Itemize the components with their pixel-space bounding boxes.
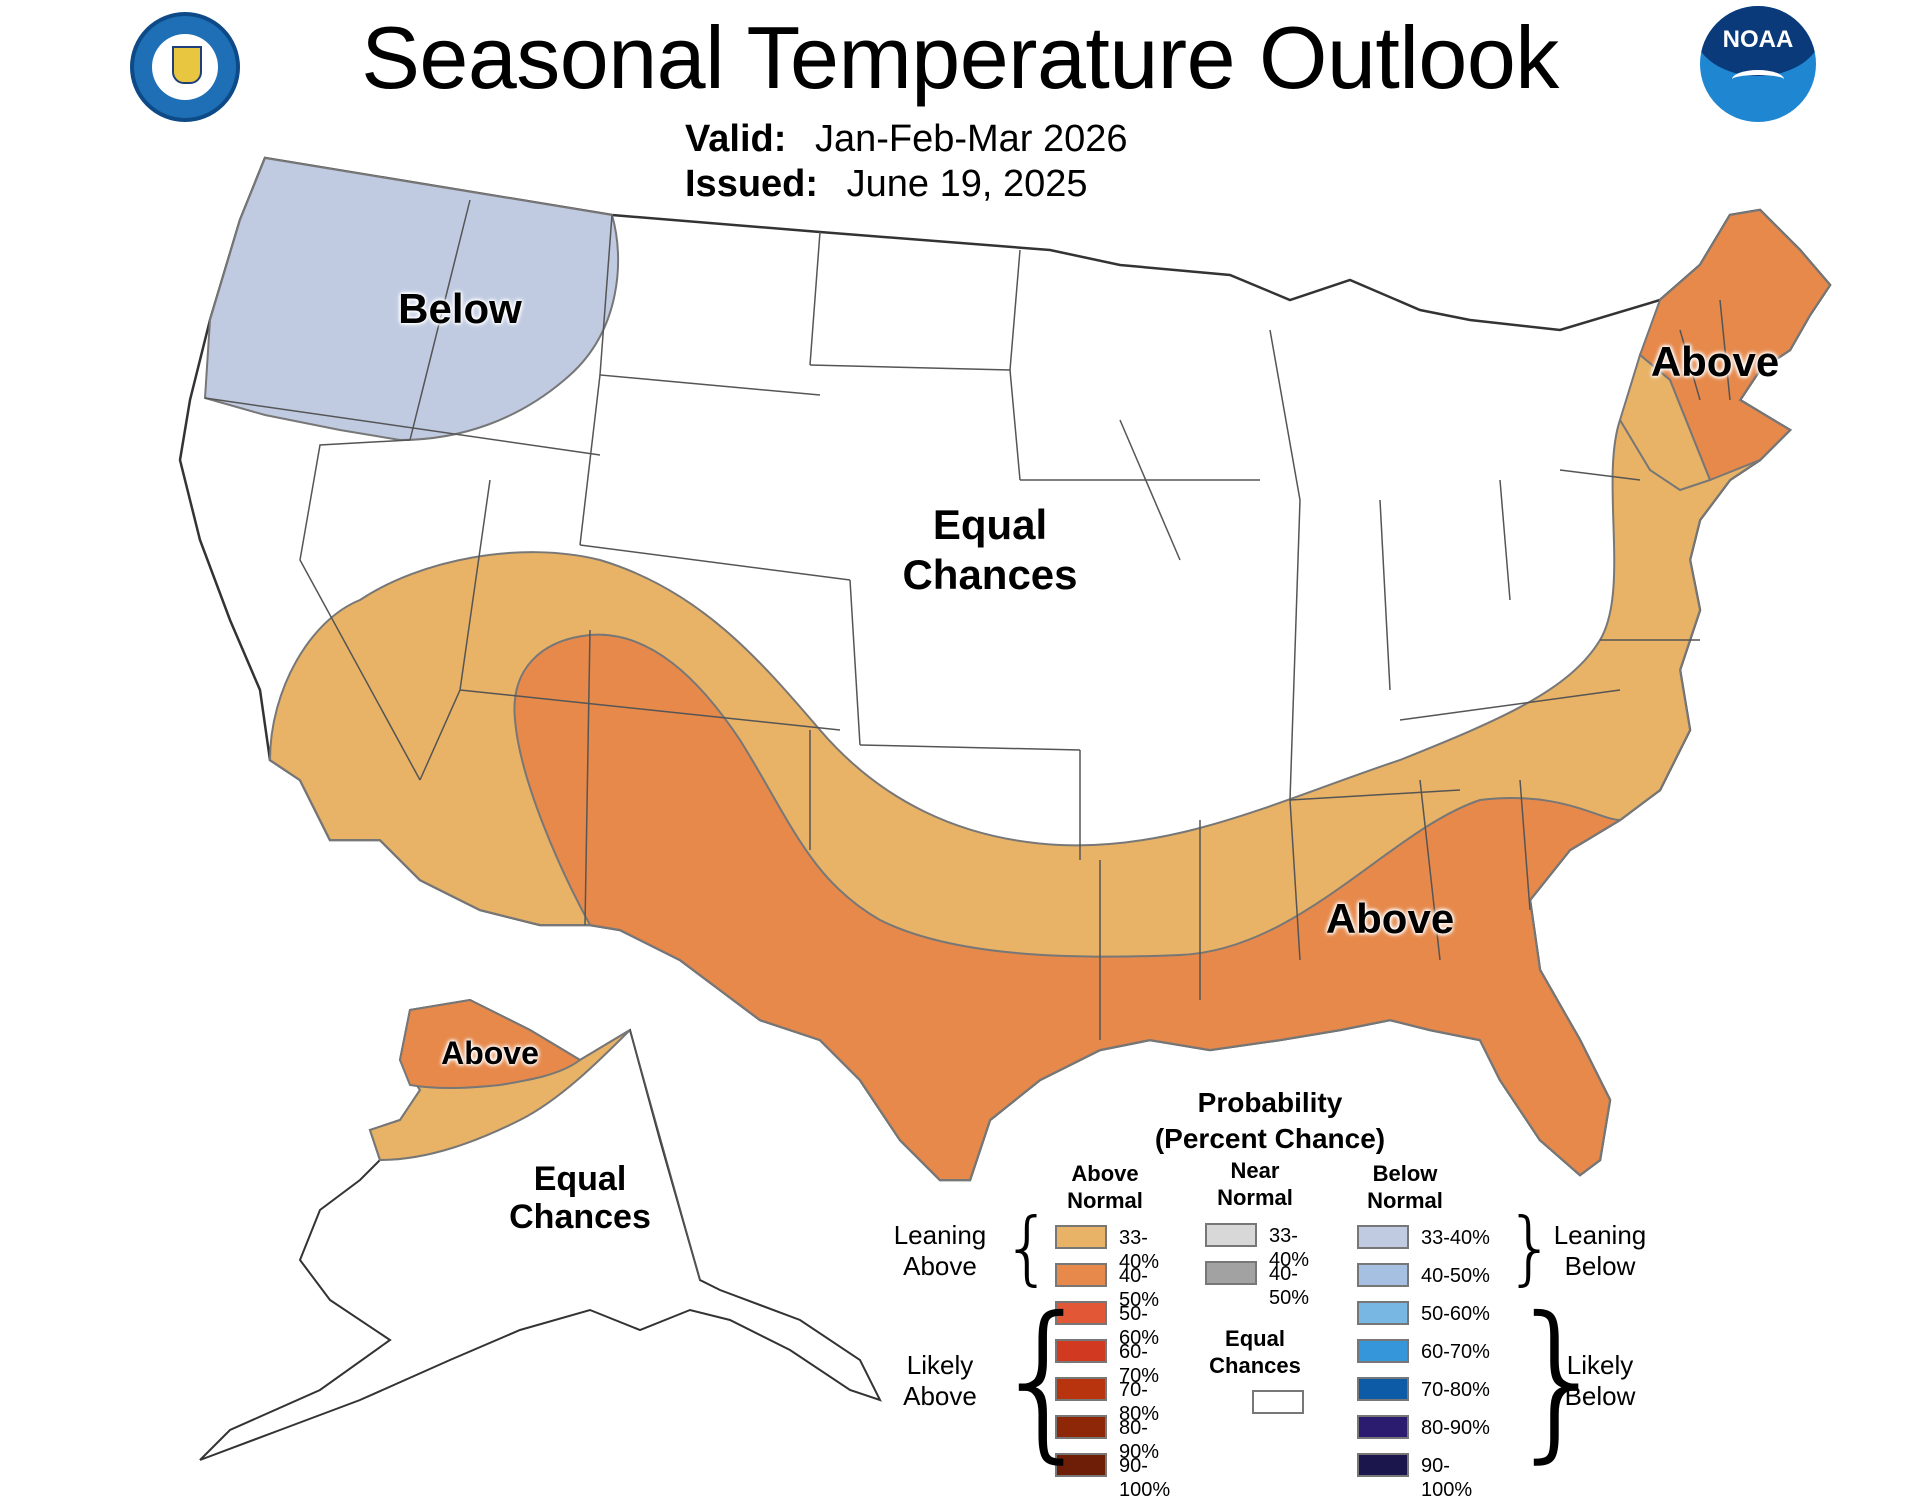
- pct-above-50-60: 50-60%: [1119, 1303, 1160, 1349]
- side-likely-below-line1: Likely: [1566, 1350, 1634, 1380]
- pct-below-70-80: 70-80%: [1421, 1379, 1490, 1401]
- swatch-above-40-50: [1055, 1263, 1107, 1287]
- noaa-logo-text: NOAA: [1722, 26, 1794, 53]
- swatch-above-60-70: [1055, 1339, 1107, 1363]
- swatch-below-90-100: [1357, 1453, 1409, 1477]
- pct-below-40-50: 40-50%: [1421, 1265, 1490, 1287]
- swatch-above-33-40: [1055, 1225, 1107, 1249]
- issued-label: Issued:: [685, 163, 819, 205]
- brace-likely-below: }: [1505, 1281, 1614, 1479]
- valid-row: Valid: Jan-Feb-Mar 2026: [685, 117, 1128, 161]
- above-lean-region-northeast: [1618, 353, 1712, 492]
- pct-above-80-90: 80-90%: [1119, 1417, 1160, 1463]
- side-likely-above: Likely Above: [880, 1350, 1000, 1412]
- legend-col-above-line1: Above: [1071, 1161, 1139, 1186]
- pct-below-60-70: 60-70%: [1421, 1341, 1490, 1363]
- brace-leaning-above: {: [1002, 1201, 1053, 1294]
- legend-equal-chances-line1: Equal: [1225, 1326, 1285, 1351]
- issued-value: June 19, 2025: [846, 163, 1088, 205]
- legend-equal-chances: Equal Chances: [1200, 1325, 1310, 1379]
- legend-col-near-line2: Normal: [1217, 1185, 1293, 1210]
- swatch-below-33-40: [1357, 1225, 1409, 1249]
- swatch-above-90-100: [1055, 1453, 1107, 1477]
- legend-col-below-line1: Below: [1372, 1161, 1438, 1186]
- legend-above-swatches: 33-40% 40-50% 50-60% 60-70% 70-80% 80-90…: [1055, 1225, 1185, 1501]
- side-leaning-below-line1: Leaning: [1553, 1220, 1647, 1250]
- brace-leaning-below: }: [1505, 1201, 1556, 1294]
- side-leaning-above-line2: Above: [903, 1251, 977, 1281]
- pct-near-40-50: 40-50%: [1269, 1263, 1310, 1309]
- department-of-commerce-seal: [130, 12, 240, 122]
- swatch-below-40-50: [1357, 1263, 1409, 1287]
- pct-above-60-70: 60-70%: [1119, 1341, 1160, 1387]
- pct-near-33-40: 33-40%: [1269, 1225, 1310, 1271]
- above-likely-region-south: [513, 633, 1624, 1181]
- pct-above-33-40: 33-40%: [1119, 1227, 1160, 1273]
- side-likely-below-line2: Below: [1564, 1381, 1636, 1411]
- label-above-northeast: Above: [1650, 338, 1780, 385]
- swatch-below-50-60: [1357, 1301, 1409, 1325]
- swatch-below-60-70: [1357, 1339, 1409, 1363]
- label-above-southeast: Above: [1325, 895, 1455, 942]
- pct-above-90-100: 90-100%: [1119, 1455, 1171, 1501]
- swatch-near-33-40: [1205, 1223, 1257, 1247]
- pct-below-33-40: 33-40%: [1421, 1227, 1490, 1249]
- pct-below-80-90: 80-90%: [1421, 1417, 1490, 1439]
- swatch-equal-chances: [1252, 1390, 1304, 1414]
- label-equal-chances-alaska: Equal Chances: [490, 1160, 670, 1236]
- legend-col-above-line2: Normal: [1067, 1188, 1143, 1213]
- side-likely-above-line1: Likely: [906, 1350, 974, 1380]
- swatch-near-40-50: [1205, 1261, 1257, 1285]
- seagull-icon: [1732, 70, 1784, 89]
- legend-below-swatches: 33-40% 40-50% 50-60% 60-70% 70-80% 80-90…: [1357, 1225, 1497, 1501]
- label-equal-chances-central-line2: Chances: [902, 551, 1078, 598]
- label-equal-chances-alaska-line2: Chances: [509, 1198, 651, 1236]
- side-leaning-above: Leaning Above: [880, 1220, 1000, 1282]
- noaa-logo: NOAA: [1700, 6, 1816, 122]
- alaska-above-likely: [398, 998, 582, 1090]
- legend-col-near: Near Normal: [1200, 1157, 1310, 1211]
- side-leaning-above-line1: Leaning: [893, 1220, 987, 1250]
- legend-equal-chances-line2: Chances: [1209, 1353, 1301, 1378]
- label-below-northwest: Below: [398, 285, 522, 332]
- swatch-above-50-60: [1055, 1301, 1107, 1325]
- eagle-shield-icon: [172, 46, 202, 84]
- legend-col-below: Below Normal: [1350, 1160, 1460, 1214]
- legend-title-line2: (Percent Chance): [1154, 1123, 1386, 1154]
- side-likely-above-line2: Above: [903, 1381, 977, 1411]
- swatch-below-70-80: [1357, 1377, 1409, 1401]
- label-equal-chances-central-line1: Equal: [932, 501, 1048, 548]
- legend-near-swatches: 33-40% 40-50%: [1205, 1223, 1335, 1309]
- side-likely-below: Likely Below: [1540, 1350, 1660, 1412]
- legend: Probability (Percent Chance) Above Norma…: [880, 1085, 1647, 1501]
- issued-row: Issued: June 19, 2025: [685, 162, 1088, 206]
- pct-above-70-80: 70-80%: [1119, 1379, 1160, 1425]
- legend-col-near-line1: Near: [1230, 1158, 1280, 1183]
- swatch-above-70-80: [1055, 1377, 1107, 1401]
- swatch-below-80-90: [1357, 1415, 1409, 1439]
- legend-title: Probability (Percent Chance): [1130, 1085, 1410, 1157]
- legend-col-below-line2: Normal: [1367, 1188, 1443, 1213]
- pct-above-40-50: 40-50%: [1119, 1265, 1160, 1311]
- state-lines: [204, 199, 1731, 1040]
- swatch-above-80-90: [1055, 1415, 1107, 1439]
- alaska-border: [629, 1029, 701, 1281]
- valid-value: Jan-Feb-Mar 2026: [814, 118, 1128, 160]
- label-equal-chances-alaska-line1: Equal: [533, 1160, 627, 1198]
- legend-title-line1: Probability: [1197, 1087, 1343, 1118]
- brace-likely-above: {: [990, 1281, 1099, 1479]
- legend-col-above: Above Normal: [1050, 1160, 1160, 1214]
- pct-below-90-100: 90-100%: [1421, 1455, 1473, 1501]
- side-leaning-below-line2: Below: [1564, 1251, 1636, 1281]
- label-above-alaska: Above: [441, 1035, 539, 1071]
- side-leaning-below: Leaning Below: [1540, 1220, 1660, 1282]
- pct-below-50-60: 50-60%: [1421, 1303, 1490, 1325]
- page-title: Seasonal Temperature Outlook: [361, 8, 1559, 107]
- valid-label: Valid:: [685, 118, 787, 160]
- label-equal-chances-central: Equal Chances: [860, 500, 1120, 600]
